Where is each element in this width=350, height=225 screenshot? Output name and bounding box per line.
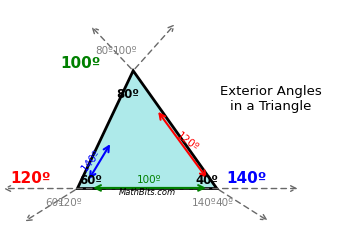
- Text: 40º: 40º: [195, 174, 218, 187]
- Text: 140º: 140º: [191, 198, 216, 207]
- Text: 60º: 60º: [79, 174, 102, 187]
- Text: 100º: 100º: [113, 46, 138, 56]
- Text: 100º: 100º: [60, 56, 100, 71]
- Text: 120º: 120º: [58, 198, 83, 207]
- Text: 80º: 80º: [95, 46, 113, 56]
- Text: 140º: 140º: [226, 171, 267, 187]
- Text: Exterior Angles
in a Triangle: Exterior Angles in a Triangle: [220, 85, 322, 113]
- Text: 40º: 40º: [216, 198, 233, 207]
- Text: 140º: 140º: [79, 147, 102, 173]
- Text: 80º: 80º: [116, 88, 139, 101]
- Polygon shape: [77, 71, 217, 189]
- Text: 100º: 100º: [137, 175, 162, 185]
- Text: 120º: 120º: [174, 131, 200, 154]
- Text: MathBits.com: MathBits.com: [119, 188, 176, 197]
- Text: 60º: 60º: [45, 198, 63, 207]
- Text: 120º: 120º: [11, 171, 51, 187]
